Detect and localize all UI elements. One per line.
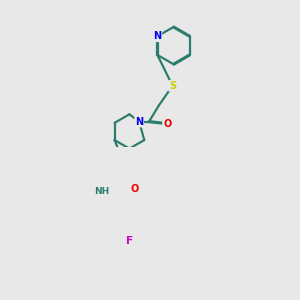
Text: F: F bbox=[126, 236, 133, 246]
Text: S: S bbox=[169, 81, 176, 91]
Text: N: N bbox=[153, 31, 161, 41]
Text: N: N bbox=[135, 117, 143, 127]
Text: NH: NH bbox=[94, 187, 110, 196]
Text: O: O bbox=[130, 184, 138, 194]
Text: O: O bbox=[163, 118, 171, 129]
